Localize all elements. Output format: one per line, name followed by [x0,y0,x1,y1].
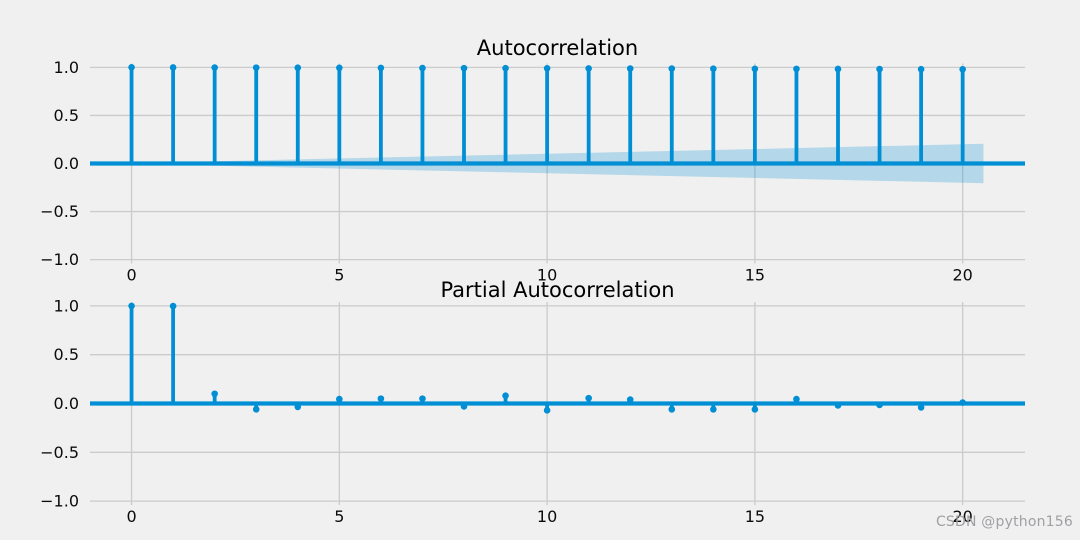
stem-marker [710,406,717,413]
stem-marker [294,64,302,72]
stem-marker [710,65,717,72]
x-tick-label: 10 [537,266,557,285]
stem-marker [128,64,135,71]
stem-marker [460,64,468,72]
stem-marker [211,64,218,71]
stem-marker [460,403,468,410]
stem-marker [419,395,426,402]
acf-plot: 0 5 10 15 20 1.0 0.5 0.0 −0.5 −1.0 [40,58,1025,285]
y-tick-label: −1.0 [40,492,79,511]
x-tick-label: 5 [334,266,344,285]
y-tick-label: 0.0 [54,154,79,173]
pacf-plot: 0 5 10 15 20 1.0 0.5 0.0 −0.5 −1.0 [40,296,1025,526]
y-tick-label: 0.5 [54,345,79,364]
stem-marker [626,396,634,403]
stem-marker [876,401,883,409]
stem-marker [294,403,302,411]
stem-marker [793,65,800,73]
x-tick-label: 15 [745,507,765,526]
stem-marker [668,65,676,72]
stem-marker [169,64,177,71]
stem-marker [169,302,177,310]
stem-marker [252,64,260,71]
y-tick-label: 0.5 [54,106,79,125]
x-tick-label: 15 [745,266,765,285]
x-tick-label: 0 [126,507,136,526]
stem-marker [917,404,925,411]
stem-marker [626,65,634,72]
stem-marker [793,395,800,403]
y-tick-label: 1.0 [54,296,79,315]
stem-marker [959,65,966,73]
stem-marker [834,65,842,73]
x-tick-label: 5 [334,507,344,526]
pacf-title: Partial Autocorrelation [440,278,675,302]
y-tick-label: −0.5 [40,202,79,221]
stem-marker [336,395,343,403]
x-tick-label: 0 [126,266,136,285]
stem-marker [585,65,592,72]
stem-marker [377,64,385,72]
x-tick-label: 20 [952,266,972,285]
stem-marker [876,65,883,73]
stem-marker [668,406,676,413]
stem-marker [211,390,218,398]
stem-marker [377,395,385,402]
stem-marker [751,65,759,73]
stem-marker [543,407,551,414]
stem-marker [419,64,426,72]
x-tick-label: 10 [537,507,557,526]
stem-marker [502,64,509,72]
stem-marker [336,64,343,72]
stem-marker [959,399,966,406]
y-tick-label: 0.0 [54,394,79,413]
stem-marker [834,402,842,409]
stem-marker [502,392,509,399]
stem-marker [252,406,260,413]
stem-marker [917,65,925,73]
stem-marker [543,65,551,72]
stem-marker [128,302,135,310]
y-tick-label: −1.0 [40,250,79,269]
y-tick-label: −0.5 [40,443,79,462]
stem-marker [751,406,759,413]
acf-title: Autocorrelation [476,36,639,60]
x-tick-label: 20 [952,507,972,526]
stem-marker [585,394,592,402]
y-tick-label: 1.0 [54,58,79,77]
watermark: CSDN @python156 [935,514,1073,530]
